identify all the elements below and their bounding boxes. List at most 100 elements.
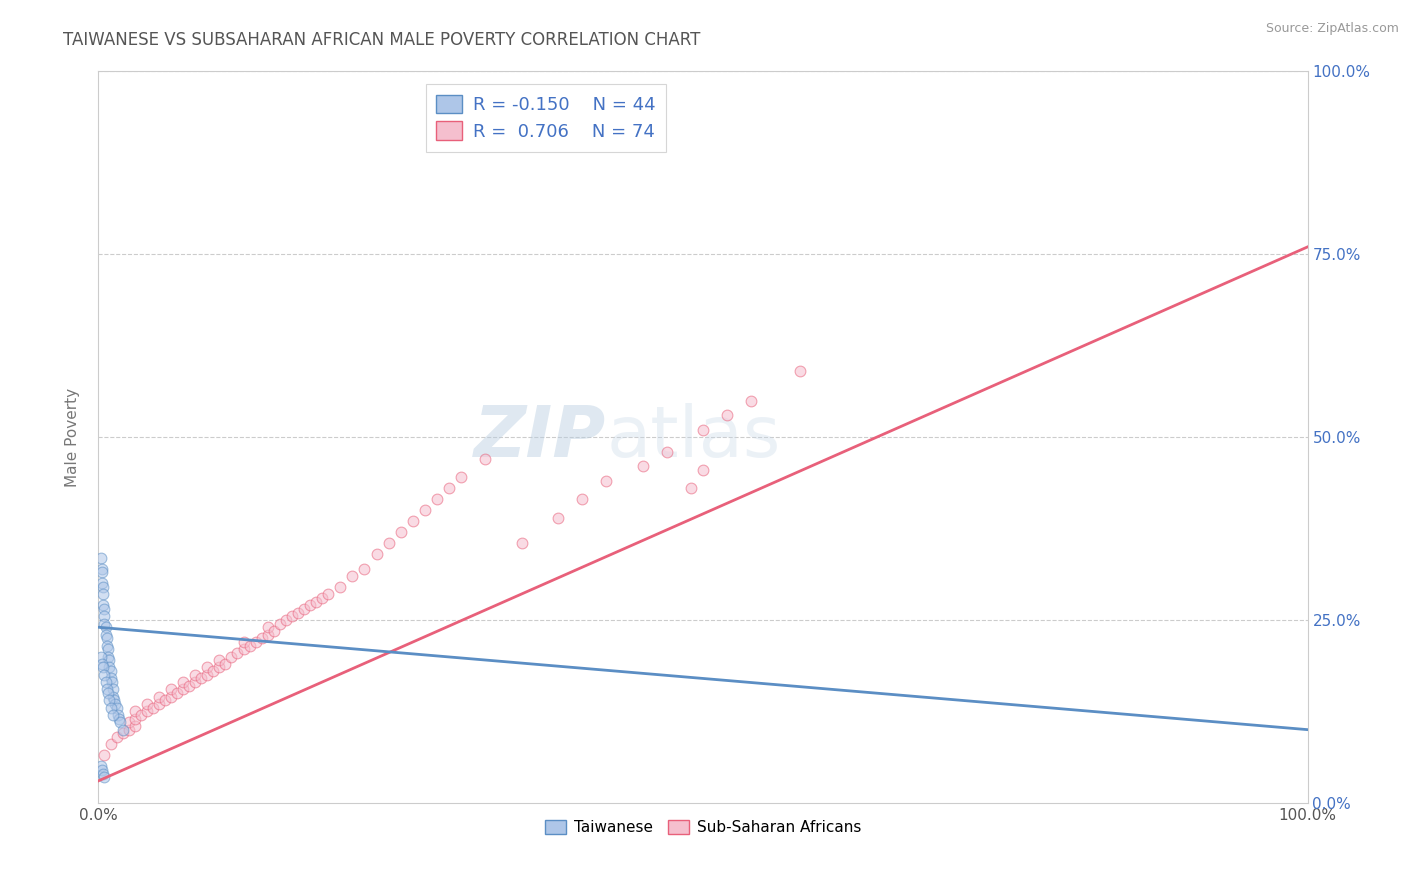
Point bbox=[269, 616, 291, 631]
Point bbox=[413, 503, 436, 517]
Point bbox=[232, 635, 254, 649]
Point bbox=[789, 364, 811, 378]
Point bbox=[153, 693, 176, 707]
Point bbox=[91, 566, 114, 580]
Point bbox=[97, 642, 120, 657]
Point bbox=[135, 705, 157, 719]
Point bbox=[94, 627, 117, 641]
Point bbox=[655, 444, 678, 458]
Point bbox=[547, 510, 569, 524]
Point bbox=[142, 700, 165, 714]
Point bbox=[129, 708, 152, 723]
Point bbox=[160, 682, 183, 697]
Point bbox=[245, 635, 267, 649]
Point bbox=[94, 620, 117, 634]
Point bbox=[100, 700, 122, 714]
Point bbox=[716, 408, 738, 422]
Point bbox=[101, 708, 124, 723]
Text: Source: ZipAtlas.com: Source: ZipAtlas.com bbox=[1265, 22, 1399, 36]
Point bbox=[195, 667, 218, 681]
Point bbox=[108, 712, 131, 726]
Point bbox=[124, 712, 146, 726]
Point bbox=[179, 679, 201, 693]
Point bbox=[692, 463, 714, 477]
Point bbox=[100, 675, 122, 690]
Point bbox=[226, 646, 249, 660]
Point bbox=[105, 700, 128, 714]
Point bbox=[91, 763, 114, 777]
Point bbox=[91, 580, 114, 594]
Point bbox=[100, 737, 122, 751]
Point bbox=[100, 672, 122, 686]
Point bbox=[316, 587, 339, 601]
Point bbox=[124, 719, 146, 733]
Point bbox=[98, 693, 121, 707]
Point bbox=[90, 649, 112, 664]
Point bbox=[93, 609, 115, 624]
Point bbox=[93, 602, 115, 616]
Point bbox=[135, 697, 157, 711]
Y-axis label: Male Poverty: Male Poverty bbox=[65, 387, 80, 487]
Legend: R = -0.150    N = 44, R =  0.706    N = 74: R = -0.150 N = 44, R = 0.706 N = 74 bbox=[426, 84, 666, 152]
Point bbox=[305, 594, 328, 608]
Point bbox=[571, 492, 593, 507]
Point bbox=[329, 580, 352, 594]
Point bbox=[208, 660, 231, 674]
Point bbox=[281, 609, 304, 624]
Point bbox=[96, 632, 118, 646]
Point bbox=[107, 708, 129, 723]
Point bbox=[91, 657, 114, 671]
Point bbox=[184, 675, 207, 690]
Point bbox=[353, 562, 375, 576]
Point bbox=[208, 653, 231, 667]
Point bbox=[172, 682, 194, 697]
Point bbox=[221, 649, 243, 664]
Point bbox=[474, 452, 496, 467]
Point bbox=[256, 627, 278, 641]
Point bbox=[124, 705, 146, 719]
Point bbox=[91, 660, 114, 674]
Point bbox=[91, 587, 114, 601]
Point bbox=[111, 726, 134, 740]
Point bbox=[692, 423, 714, 437]
Point bbox=[160, 690, 183, 704]
Point bbox=[90, 759, 112, 773]
Point bbox=[103, 693, 125, 707]
Text: ZIP: ZIP bbox=[474, 402, 606, 472]
Point bbox=[631, 459, 654, 474]
Point bbox=[94, 675, 117, 690]
Point bbox=[377, 536, 399, 550]
Point bbox=[100, 664, 122, 678]
Point bbox=[111, 723, 134, 737]
Point bbox=[93, 616, 115, 631]
Point bbox=[202, 664, 225, 678]
Point bbox=[214, 657, 236, 671]
Point bbox=[250, 632, 273, 646]
Point bbox=[366, 547, 388, 561]
Point bbox=[93, 748, 115, 763]
Point bbox=[98, 660, 121, 674]
Point bbox=[93, 770, 115, 784]
Point bbox=[101, 690, 124, 704]
Point bbox=[292, 602, 315, 616]
Point bbox=[90, 550, 112, 565]
Point bbox=[232, 642, 254, 657]
Text: TAIWANESE VS SUBSAHARAN AFRICAN MALE POVERTY CORRELATION CHART: TAIWANESE VS SUBSAHARAN AFRICAN MALE POV… bbox=[63, 31, 700, 49]
Point bbox=[98, 653, 121, 667]
Point bbox=[263, 624, 285, 638]
Point bbox=[101, 682, 124, 697]
Point bbox=[91, 766, 114, 780]
Point bbox=[91, 562, 114, 576]
Point bbox=[239, 639, 262, 653]
Point bbox=[740, 393, 762, 408]
Point bbox=[679, 481, 702, 495]
Point bbox=[195, 660, 218, 674]
Point bbox=[595, 474, 617, 488]
Point bbox=[190, 672, 212, 686]
Point bbox=[91, 599, 114, 613]
Point bbox=[342, 569, 364, 583]
Point bbox=[108, 715, 131, 730]
Point bbox=[402, 514, 425, 528]
Point bbox=[287, 606, 309, 620]
Text: atlas: atlas bbox=[606, 402, 780, 472]
